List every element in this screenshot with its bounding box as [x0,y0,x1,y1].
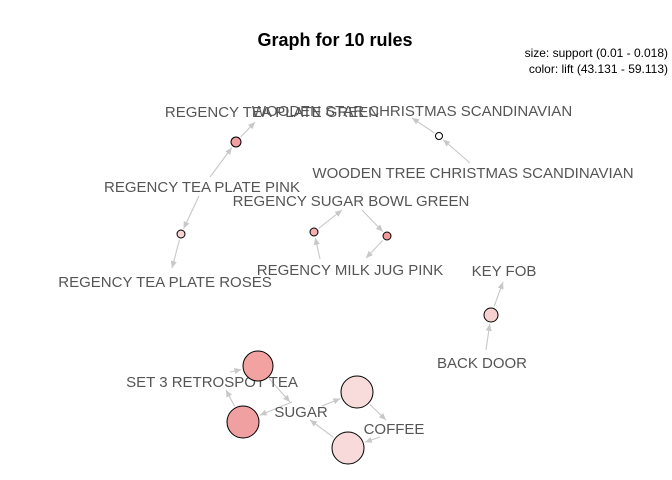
edge-r10-out [309,419,334,438]
rule-node-r3 [176,229,186,239]
rule-nodes-layer [176,132,499,465]
item-label-bd: BACK DOOR [437,355,527,372]
item-label-s3rt: SET 3 RETROSPOT TEA [126,374,298,391]
rule-node-r1 [435,132,443,140]
item-label-rtpp: REGENCY TEA PLATE PINK [104,179,300,196]
edge-r6-in [485,323,492,351]
edge-r4-in [313,237,321,260]
edge-r2-out [240,121,256,138]
item-label-kf: KEY FOB [472,263,537,280]
item-label-wtrcs: WOODEN TREE CHRISTMAS SCANDINAVIAN [312,165,633,182]
edge-r7-in [229,368,242,375]
edge-r6-out [493,281,504,307]
edge-r1-out [411,117,435,134]
labels-layer: WOODEN STAR CHRISTMAS SCANDINAVIANREGENC… [58,103,633,438]
edge-r8-out [225,389,236,407]
item-label-sugar: SUGAR [274,404,328,421]
edge-r2-in [209,147,233,178]
item-label-wtcs: WOODEN STAR CHRISTMAS SCANDINAVIAN [252,103,572,120]
edge-r5-in [361,209,384,233]
rule-node-r10 [331,431,365,465]
legend-color: color: lift (43.131 - 59.113) [529,62,668,76]
legend-size: size: support (0.01 - 0.018) [525,46,668,60]
edge-r10-in [364,436,381,443]
item-label-rmjp: REGENCY MILK JUG PINK [257,262,443,279]
rule-node-r8 [226,405,260,439]
edge-r4-out [318,209,343,229]
item-label-rtpg: REGENCY TEA PLATE GREEN [165,104,379,121]
item-label-rtpr: REGENCY TEA PLATE ROSES [58,274,271,291]
rule-node-r2 [230,136,242,148]
edge-r9-out [369,404,387,421]
edges-layer [170,117,504,443]
rule-node-r4 [309,227,319,237]
rule-node-r9 [340,375,374,409]
edge-r7-out [268,378,291,403]
edge-r8-in [259,401,293,416]
rule-node-r6 [483,307,499,323]
rule-node-r7 [242,350,274,382]
edge-r5-out [365,239,384,259]
item-label-rsbg: REGENCY SUGAR BOWL GREEN [233,193,470,210]
edge-r1-in [442,139,471,164]
rule-node-r5 [382,231,392,241]
edge-r3-out [170,239,180,269]
item-label-coffee: COFFEE [364,421,425,438]
graph-title: Graph for 10 rules [257,30,412,50]
edge-r9-in [321,398,341,407]
edge-r3-in [183,195,200,229]
